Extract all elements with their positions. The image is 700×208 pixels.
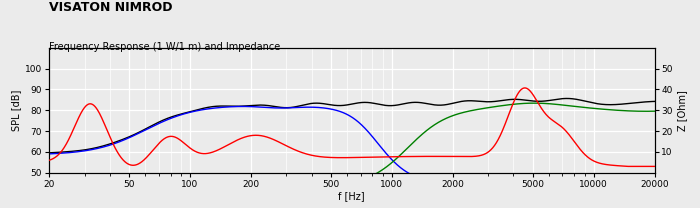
Text: VISATON NIMROD: VISATON NIMROD [49,1,172,14]
X-axis label: f [Hz]: f [Hz] [338,191,365,201]
Y-axis label: SPL [dB]: SPL [dB] [10,90,20,131]
Text: Frequency Response (1 W/1 m) and Impedance: Frequency Response (1 W/1 m) and Impedan… [49,42,280,52]
Y-axis label: Z [Ohm]: Z [Ohm] [677,90,687,131]
